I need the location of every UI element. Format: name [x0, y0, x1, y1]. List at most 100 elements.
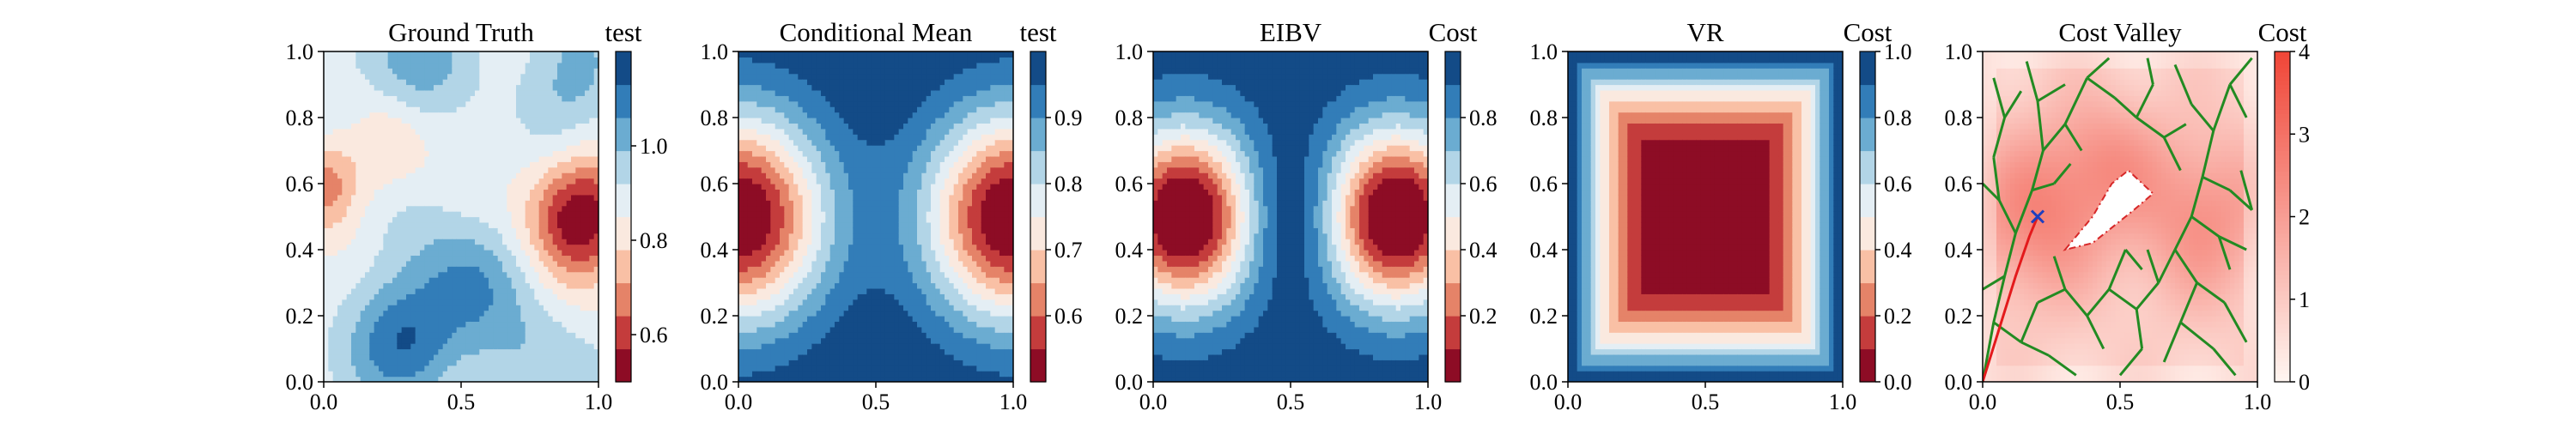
colorbar-label: test: [605, 17, 641, 47]
rrt-tree-edge: [1992, 157, 2001, 201]
colorbar-tick-label: 0.6: [1884, 172, 1912, 196]
colorbar-segment: [616, 84, 631, 118]
y-tick-label: 0.4: [1530, 238, 1558, 263]
colorbar-segment: [616, 216, 631, 251]
rrt-tree-edge: [2086, 76, 2116, 100]
y-tick-label: 0.8: [1945, 106, 1973, 130]
rrt-tree-edge: [2135, 83, 2154, 118]
rrt-tree-edge: [2190, 103, 2215, 132]
rrt-tree-edge: [2037, 83, 2066, 103]
rrt-tree-edge: [2086, 57, 2111, 79]
y-tick-label: 0.2: [1530, 304, 1558, 329]
colorbar-2: 0.6 0.7 0.8 0.9 test: [1019, 17, 1083, 383]
colorbar-segment: [1860, 316, 1875, 350]
rrt-tree-edge: [1983, 182, 2001, 202]
colorbar-segment: [1445, 84, 1461, 118]
y-tick-label: 0.4: [701, 238, 729, 263]
rrt-tree-edge: [2124, 249, 2143, 271]
y-tick-label: 0.4: [1945, 238, 1973, 263]
colorbar-segment: [1860, 51, 1875, 86]
colorbar-tick-label: 0.2: [1469, 304, 1498, 329]
panel-4: VR0.0 0.5 1.00.00.20.40.60.81.00.00.20.40.…: [1530, 17, 1912, 414]
y-tick-label: 0.2: [1115, 304, 1144, 329]
colorbar-segment: [1860, 348, 1875, 383]
heatmap-4: [1568, 51, 1843, 382]
x-tick-label: 1.0: [1829, 390, 1857, 414]
colorbar-tick-label: 0.9: [1054, 106, 1083, 130]
colorbar-segment: [1445, 282, 1461, 317]
rrt-tree-edge: [2025, 61, 2039, 102]
colorbar-tick-label: 4: [2299, 39, 2310, 64]
rrt-tree-edge: [2107, 249, 2127, 290]
rrt-tree-edge: [2136, 281, 2160, 311]
y-tick-label: 0.8: [286, 106, 314, 130]
rrt-tree-edge: [2239, 170, 2254, 211]
colorbar-tick-label: 0.7: [1054, 238, 1083, 263]
rrt-tree-edge: [2146, 57, 2154, 85]
colorbar-segment: [1860, 84, 1875, 118]
colorbar-tick-label: 1.0: [640, 134, 668, 159]
y-tick-label: 0.6: [286, 172, 314, 196]
y-tick-label: 0.0: [1530, 370, 1558, 395]
colorbar-tick-label: 0.8: [640, 228, 668, 253]
colorbar-tick-label: 2: [2299, 205, 2310, 230]
colorbar-segment: [1445, 250, 1461, 284]
rrt-tree-edge: [2003, 233, 2017, 277]
rrt-tree-edge: [2179, 281, 2198, 323]
heatmap-2: [738, 51, 1013, 382]
y-tick-label: 0.0: [1945, 370, 1973, 395]
colorbar-tick-label: 0.6: [1469, 172, 1498, 196]
rrt-tree-edge: [2179, 321, 2215, 350]
colorbar-tick-label: 1: [2299, 287, 2310, 312]
colorbar-segment: [1030, 118, 1046, 152]
colorbar-segment: [1030, 348, 1046, 383]
colorbar-segment: [1860, 216, 1875, 251]
rrt-tree-edge: [2217, 236, 2232, 270]
colorbar-segment: [616, 250, 631, 284]
rrt-tree-edge: [1983, 275, 2006, 291]
rrt-tree-edge: [2190, 176, 2204, 217]
colorbar-segment: [1445, 348, 1461, 383]
rrt-tree-edge: [2063, 77, 2088, 125]
rrt-tree-edge: [2020, 341, 2050, 357]
obstacle-region: [2065, 170, 2154, 250]
y-tick-label: 0.6: [1115, 172, 1144, 196]
y-tick-label: 0.4: [286, 238, 314, 263]
y-tick-label: 0.6: [701, 172, 729, 196]
rrt-tree-edge: [2218, 235, 2247, 251]
colorbar-label: test: [1019, 17, 1056, 47]
colorbar-3: 0.2 0.4 0.6 0.8 Cost: [1429, 17, 1498, 383]
colorbar-segment: [616, 118, 631, 152]
heatmap-3: [1153, 51, 1428, 382]
rrt-tree-edge: [2223, 301, 2248, 343]
colorbar-tick-label: 0.8: [1054, 172, 1083, 196]
colorbar-segment: [1030, 84, 1046, 118]
rrt-tree-edge: [2042, 123, 2067, 152]
colorbar-tick-label: 1.0: [1884, 39, 1912, 64]
colorbar-segment: [1030, 316, 1046, 350]
colorbar-segment: [1030, 250, 1046, 284]
y-tick-label: 0.6: [1530, 172, 1558, 196]
x-tick-label: 1.0: [585, 390, 613, 414]
colorbar-tick-label: 0.2: [1884, 304, 1912, 329]
rrt-tree-edge: [2003, 90, 2023, 118]
colorbar-segment: [1030, 282, 1046, 317]
panel-5: Cost Valley 0.0 0.5 1.0 0.0 0.2 0.4 0.6 0.8 1.0 0 1…: [1945, 17, 2311, 414]
plot-title: EIBV: [1260, 17, 1322, 47]
colorbar-tick-label: 3: [2299, 122, 2310, 147]
rrt-tree-edge: [1992, 321, 2022, 344]
rrt-tree-edge: [2212, 347, 2237, 377]
x-tick-label: 1.0: [1414, 390, 1443, 414]
rrt-tree-edge: [2196, 281, 2226, 304]
x-tick-label: 0.0: [725, 390, 753, 414]
colorbar-tick-label: 0.6: [640, 323, 668, 347]
colorbar-tick-label: 0.6: [1054, 304, 1083, 329]
rrt-tree-edge: [2032, 182, 2055, 192]
colorbar-segment: [1860, 250, 1875, 284]
rrt-tree-edge: [2020, 302, 2039, 343]
rrt-tree-edge: [2228, 83, 2248, 118]
colorbar-segment: [616, 51, 631, 86]
rrt-tree-edge: [2135, 309, 2144, 349]
rrt-tree-edge: [2014, 190, 2034, 234]
